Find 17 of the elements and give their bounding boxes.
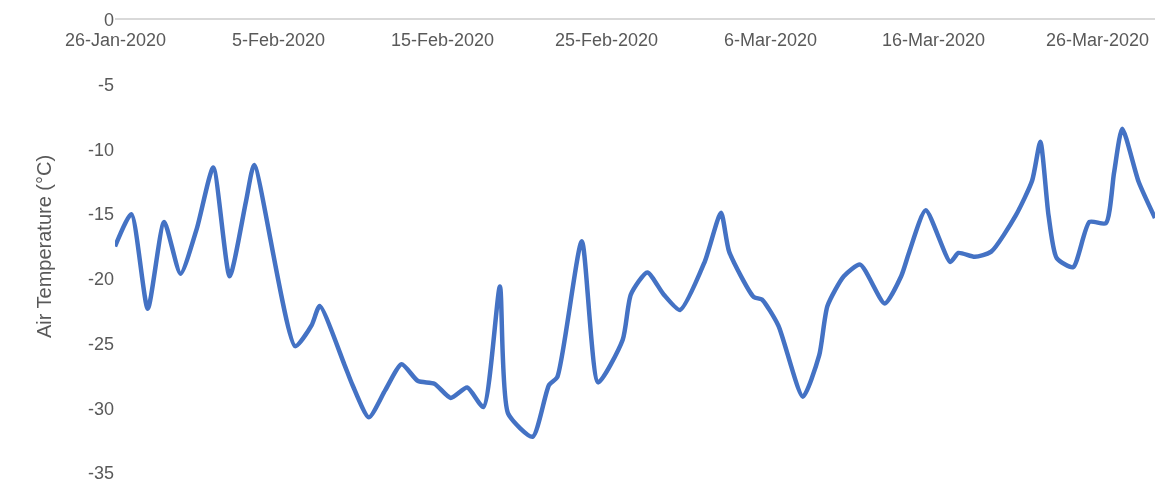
- x-tick-label: 15-Feb-2020: [391, 30, 495, 50]
- line-series: [115, 126, 1155, 440]
- y-tick-label: -20: [87, 269, 114, 290]
- y-tick-label: 0: [103, 10, 114, 31]
- x-tick-label: 16-Mar-2020: [882, 30, 986, 50]
- y-tick-label: -5: [97, 75, 114, 96]
- x-tick-label: 25-Feb-2020: [555, 30, 659, 50]
- y-axis-title: Air Temperature (°C): [33, 154, 56, 339]
- y-tick-label: -25: [87, 333, 114, 354]
- y-tick-label: -30: [87, 398, 114, 419]
- x-tick-label: 26-Mar-2020: [1046, 30, 1150, 50]
- y-tick-label: -10: [87, 139, 114, 160]
- x-tick-label: 5-Feb-2020: [232, 30, 326, 50]
- y-tick-label: -35: [87, 463, 114, 484]
- x-tick-label: 26-Jan-2020: [65, 30, 167, 50]
- x-tick-label: 6-Mar-2020: [724, 30, 818, 50]
- y-tick-label: -15: [87, 204, 114, 225]
